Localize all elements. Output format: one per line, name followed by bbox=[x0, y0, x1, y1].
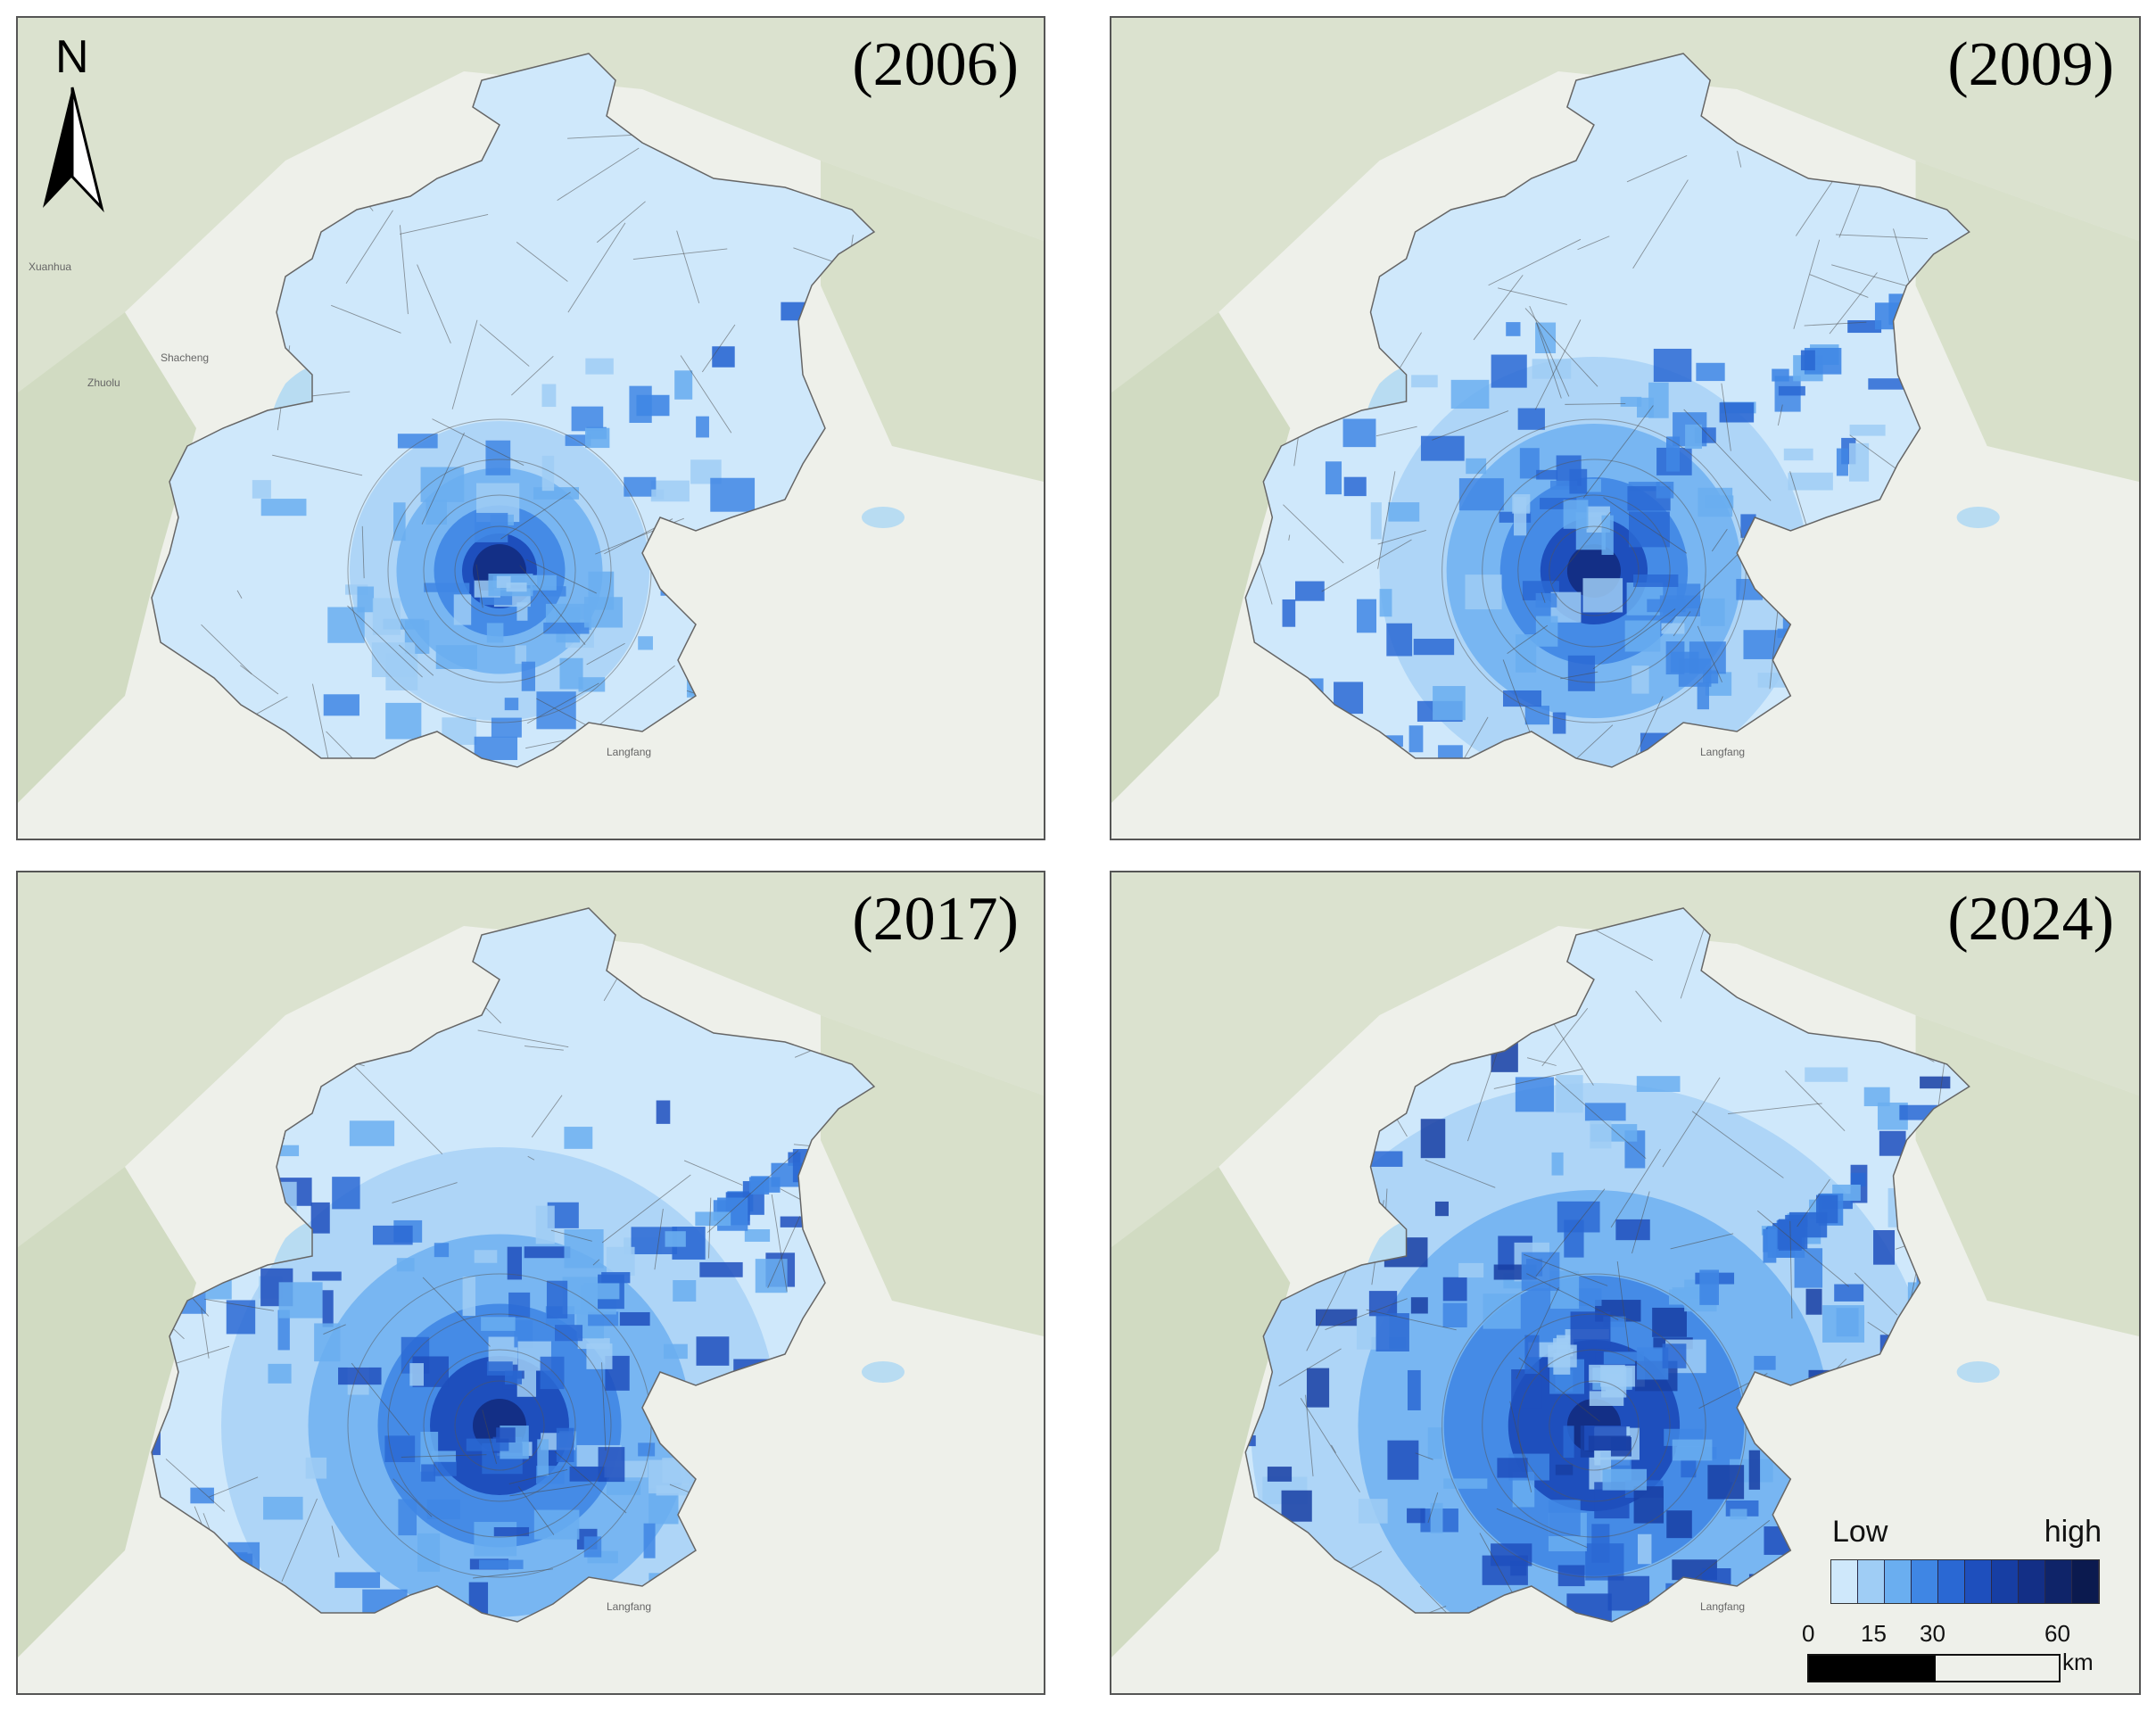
mountain-shading bbox=[1111, 872, 2139, 1247]
legend-color-ramp bbox=[1830, 1559, 2100, 1604]
basemap-label-langfang: Langfang bbox=[1700, 746, 1746, 758]
urban-density-layer bbox=[1245, 908, 1970, 1622]
map-svg bbox=[18, 18, 1044, 839]
map-svg bbox=[18, 872, 1044, 1693]
beijing-region bbox=[152, 54, 874, 767]
urban-density-layer bbox=[152, 54, 874, 767]
mountain-shading bbox=[1111, 312, 1291, 803]
map-panel-2017: (2017) Langfang bbox=[16, 871, 1045, 1695]
lake bbox=[862, 1361, 905, 1383]
mountain-shading bbox=[821, 161, 1044, 482]
basemap-label-langfang: Langfang bbox=[607, 1600, 652, 1613]
legend-swatch bbox=[2019, 1560, 2045, 1603]
scale-bar bbox=[1807, 1654, 2061, 1682]
north-label: N bbox=[55, 31, 89, 83]
basemap-label-langfang: Langfang bbox=[1700, 1600, 1746, 1613]
region-outline bbox=[151, 907, 876, 1623]
basemap-label-langfang: Langfang bbox=[607, 746, 652, 758]
region-outline bbox=[151, 53, 876, 768]
scale-tick-15: 15 bbox=[1861, 1620, 1887, 1647]
legend-swatch bbox=[2072, 1560, 2099, 1603]
region-outline bbox=[1244, 907, 1970, 1623]
lake bbox=[862, 507, 905, 528]
legend-swatch bbox=[1912, 1560, 1938, 1603]
mountain-shading bbox=[18, 872, 1044, 1247]
region-outline bbox=[1244, 53, 1970, 768]
mountain-shading bbox=[18, 18, 1044, 393]
mountain-shading bbox=[1111, 1167, 1291, 1657]
year-label: (2024) bbox=[1947, 885, 2114, 954]
legend-swatch bbox=[1831, 1560, 1858, 1603]
scale-tick-0: 0 bbox=[1802, 1620, 1815, 1647]
legend-swatch bbox=[2045, 1560, 2072, 1603]
urban-density-layer bbox=[152, 908, 874, 1622]
mountain-shading bbox=[1915, 1015, 2139, 1336]
map-svg bbox=[1111, 872, 2139, 1693]
year-label: (2017) bbox=[852, 885, 1019, 954]
mountain-shading bbox=[1111, 18, 2139, 393]
basemap-label-zhuolu: Zhuolu bbox=[87, 376, 120, 389]
map-panel-2024: (2024) Langfang bbox=[1110, 871, 2141, 1695]
scale-tick-30: 30 bbox=[1920, 1620, 1945, 1647]
year-label: (2009) bbox=[1947, 30, 2114, 99]
map-svg bbox=[1111, 18, 2139, 839]
legend-swatch bbox=[1858, 1560, 1885, 1603]
legend-swatch bbox=[1992, 1560, 2019, 1603]
lake bbox=[1956, 507, 2000, 528]
mountain-shading bbox=[18, 312, 196, 803]
map-panel-2009: (2009) Langfang bbox=[1110, 16, 2141, 840]
legend-swatch bbox=[1938, 1560, 1965, 1603]
north-arrow: N bbox=[32, 34, 112, 221]
legend: Low high 0 15 30 60 km bbox=[1802, 1515, 2102, 1693]
map-panel-2006: (2006) Xuanhua Shacheng Zhuolu Langfang … bbox=[16, 16, 1045, 840]
legend-swatch bbox=[1965, 1560, 1992, 1603]
mountain-shading bbox=[1915, 161, 2139, 482]
mountain-shading bbox=[18, 1167, 196, 1657]
year-label: (2006) bbox=[852, 30, 1019, 99]
scale-tick-60: 60 bbox=[2044, 1620, 2070, 1647]
basemap-label-shacheng: Shacheng bbox=[161, 351, 210, 364]
scale-unit: km bbox=[2062, 1649, 2094, 1675]
legend-swatch bbox=[1885, 1560, 1912, 1603]
legend-low-label: Low bbox=[1832, 1515, 1888, 1549]
mountain-shading bbox=[821, 1015, 1044, 1336]
lake bbox=[1956, 1361, 2000, 1383]
north-arrow-icon bbox=[43, 87, 104, 213]
basemap-label-xuanhua: Xuanhua bbox=[29, 260, 72, 273]
legend-high-label: high bbox=[2044, 1515, 2102, 1549]
